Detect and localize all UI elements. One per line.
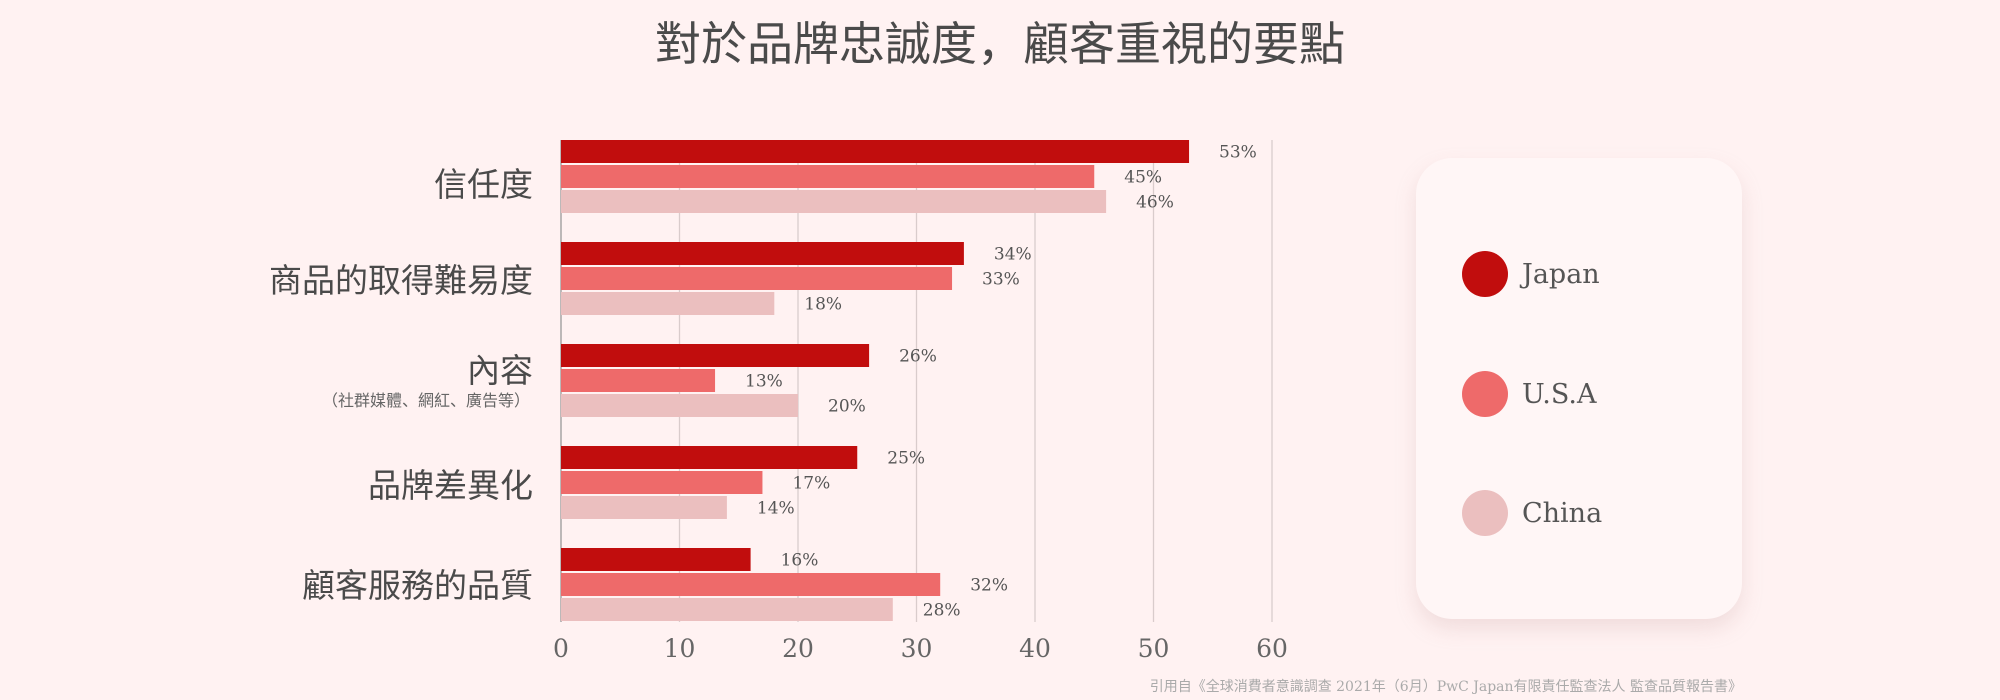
bar-china <box>561 598 893 621</box>
data-label: 33% <box>982 270 1020 290</box>
source-note: 引用自《全球消費者意識調查 2021年（6月）PwC Japan有限責任監查法人… <box>1149 679 1742 695</box>
data-label: 34% <box>994 245 1032 265</box>
data-label: 16% <box>781 551 819 571</box>
legend: Japan U.S.A China <box>1416 158 1742 619</box>
category-label: 內容 <box>467 351 533 390</box>
data-label: 20% <box>828 397 866 417</box>
category-label: 商品的取得難易度 <box>269 261 533 300</box>
legend-swatch-japan <box>1462 251 1508 297</box>
bar-china <box>561 496 727 519</box>
data-label: 26% <box>899 347 937 367</box>
category-subtitle: （社群媒體、網紅、廣告等） <box>321 391 530 410</box>
bar-japan <box>561 242 964 265</box>
bar-japan <box>561 446 858 469</box>
bar-china <box>561 190 1107 213</box>
x-tick-label: 50 <box>1138 634 1170 663</box>
data-label: 25% <box>887 449 925 469</box>
data-label: 45% <box>1124 168 1162 188</box>
bar-usa <box>561 267 953 290</box>
legend-item-japan: Japan <box>1462 251 1600 297</box>
bar-usa <box>561 369 716 392</box>
data-label: 14% <box>757 499 795 519</box>
data-label: 28% <box>923 601 961 621</box>
data-label: 13% <box>745 372 783 392</box>
legend-label: U.S.A <box>1522 378 1597 410</box>
legend-item-usa: U.S.A <box>1462 371 1596 417</box>
legend-label: China <box>1522 497 1603 529</box>
x-tick-label: 30 <box>901 634 933 663</box>
x-tick-label: 60 <box>1256 634 1288 663</box>
bar-japan <box>561 140 1190 163</box>
legend-label: Japan <box>1522 258 1600 290</box>
data-label: 17% <box>792 474 830 494</box>
x-tick-label: 10 <box>664 634 696 663</box>
category-label: 品牌差異化 <box>368 466 533 505</box>
bar-japan <box>561 548 751 571</box>
bar-china <box>561 292 775 315</box>
data-label: 32% <box>970 576 1008 596</box>
data-label: 18% <box>804 295 842 315</box>
legend-item-china: China <box>1462 490 1602 536</box>
category-label: 顧客服務的品質 <box>302 566 533 605</box>
bar-japan <box>561 344 870 367</box>
x-tick-label: 40 <box>1019 634 1051 663</box>
bar-usa <box>561 471 763 494</box>
bar-usa <box>561 573 941 596</box>
x-tick-label: 20 <box>782 634 814 663</box>
bar-china <box>561 394 798 417</box>
category-label: 信任度 <box>434 165 533 204</box>
legend-swatch-china <box>1462 490 1508 536</box>
bar-usa <box>561 165 1095 188</box>
data-label: 53% <box>1219 143 1257 163</box>
x-tick-label: 0 <box>553 634 569 663</box>
data-label: 46% <box>1136 193 1174 213</box>
chart-title: 對於品牌忠誠度，顧客重視的要點 <box>655 17 1345 71</box>
legend-swatch-usa <box>1462 371 1508 417</box>
